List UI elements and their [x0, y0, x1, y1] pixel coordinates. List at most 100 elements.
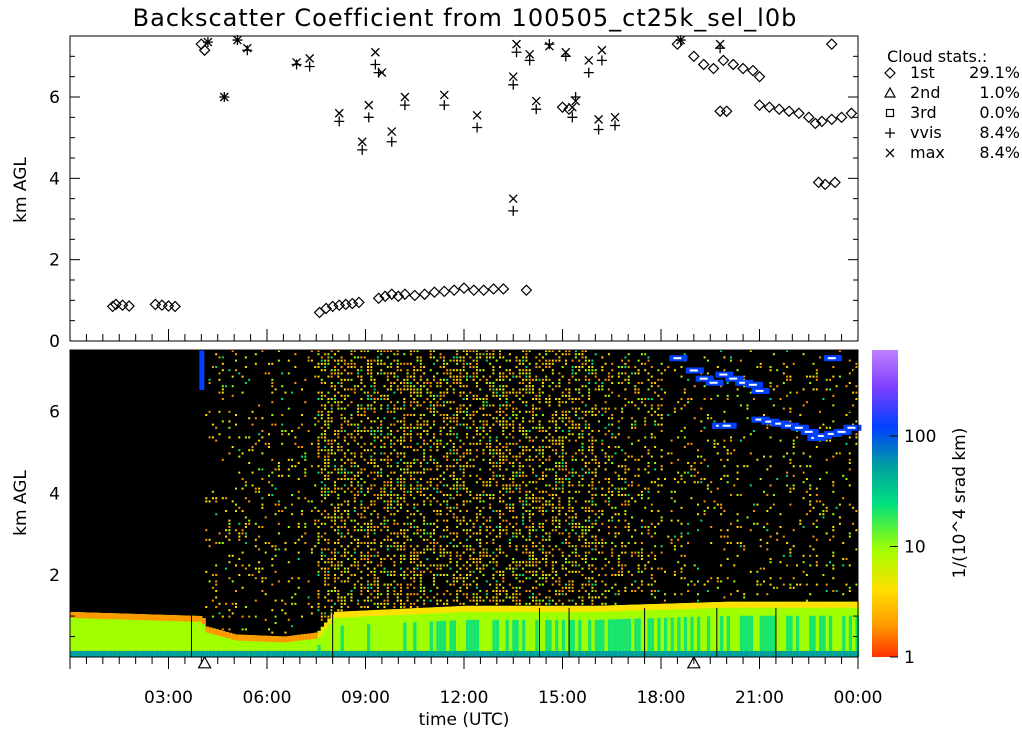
heatmap-cell [525, 436, 528, 439]
heatmap-cell [502, 570, 505, 573]
heatmap-cell [337, 471, 340, 474]
heatmap-cell [327, 516, 330, 519]
heatmap-cell [320, 612, 323, 615]
heatmap-cell [347, 404, 350, 407]
heatmap-cell [683, 391, 686, 394]
heatmap-cell [541, 426, 544, 429]
heatmap-cell [541, 510, 544, 512]
diamond-marker [497, 283, 510, 295]
heatmap-cell [617, 426, 620, 429]
heatmap-cell [423, 487, 426, 490]
heatmap-cell [452, 538, 455, 541]
heatmap-cell [456, 452, 459, 455]
heatmap-cell [611, 362, 614, 365]
plus-marker [508, 79, 519, 90]
heatmap-cell [568, 426, 571, 429]
heatmap-cell [386, 503, 389, 506]
heatmap-cell [624, 372, 627, 375]
heatmap-cell [231, 394, 234, 397]
heatmap-cell [591, 526, 594, 528]
heatmap-cell [528, 532, 531, 535]
heatmap-cell [581, 442, 584, 445]
heatmap-cell [294, 465, 297, 468]
heatmap-cell [343, 519, 346, 522]
heatmap-cell [475, 619, 480, 651]
heatmap-cell [485, 551, 488, 554]
heatmap-cell [330, 564, 333, 567]
heatmap-cell [472, 442, 475, 445]
heatmap-cell [532, 619, 536, 651]
heatmap-cell [439, 404, 442, 407]
heatmap-cell [614, 532, 617, 535]
heatmap-cell [446, 506, 449, 509]
heatmap-cell [528, 596, 531, 599]
heatmap-cell [334, 602, 336, 605]
heatmap-cell [334, 625, 338, 651]
heatmap-cell [687, 542, 690, 544]
heatmap-cell [647, 561, 650, 564]
heatmap-cell [588, 490, 591, 493]
heatmap-cell [231, 350, 234, 352]
heatmap-cell [350, 593, 353, 596]
heatmap-cell [367, 580, 369, 583]
heatmap-cell [433, 574, 435, 576]
heatmap-cell [456, 532, 459, 535]
heatmap-cell [492, 599, 495, 602]
heatmap-cell [155, 651, 160, 657]
heatmap-cell [525, 619, 530, 651]
heatmap-cell [558, 593, 561, 596]
heatmap-cell [614, 593, 617, 596]
heatmap-cell [334, 510, 336, 512]
heatmap-cell [330, 356, 333, 359]
heatmap-cell [396, 481, 399, 484]
heatmap-cell [310, 606, 313, 608]
heatmap-cell [588, 551, 591, 554]
heatmap-cell [459, 522, 462, 525]
heatmap-cell [400, 439, 402, 442]
heatmap-cell [535, 535, 538, 538]
heatmap-cell [462, 619, 467, 651]
heatmap-cell [584, 545, 587, 548]
plus-marker [242, 45, 253, 56]
heatmap-cell [528, 516, 531, 519]
heatmap-cell [409, 350, 412, 352]
heatmap-cell [317, 436, 320, 439]
heatmap-cell [452, 474, 455, 477]
heatmap-cell [581, 558, 584, 560]
heatmap-cell [683, 388, 686, 391]
heatmap-cell [522, 516, 525, 519]
heatmap-cell [324, 353, 327, 356]
heatmap-cell [601, 513, 604, 516]
heatmap-cell [644, 468, 647, 471]
heatmap-cell [657, 484, 660, 487]
heatmap-cell [565, 423, 567, 426]
heatmap-cell [400, 388, 402, 391]
heatmap-cell [532, 506, 534, 509]
heatmap-cell [79, 612, 84, 619]
heatmap-cell [343, 452, 346, 455]
heatmap-cell [472, 350, 475, 352]
heatmap-cell [413, 478, 416, 480]
heatmap-cell [617, 382, 620, 384]
heatmap-cell [466, 574, 468, 576]
heatmap-cell [538, 510, 541, 512]
heatmap-cell [515, 391, 518, 394]
heatmap-cell [235, 634, 239, 641]
heatmap-cell [469, 391, 472, 394]
heatmap-cell [614, 436, 617, 439]
heatmap-cell [337, 561, 340, 564]
heatmap-cell [588, 462, 591, 464]
heatmap-cell [459, 484, 462, 487]
heatmap-cell [644, 618, 648, 651]
heatmap-cell [367, 369, 369, 372]
heatmap-cell [637, 359, 640, 362]
heatmap-cell [614, 619, 619, 651]
heatmap-cell [545, 446, 548, 448]
heatmap-cell [479, 478, 482, 480]
heatmap-cell [706, 439, 709, 442]
heatmap-cell [522, 651, 526, 657]
heatmap-cell [621, 366, 624, 368]
heatmap-cell [390, 388, 393, 391]
heatmap-cell [713, 442, 716, 445]
heatmap-cell [456, 350, 459, 352]
